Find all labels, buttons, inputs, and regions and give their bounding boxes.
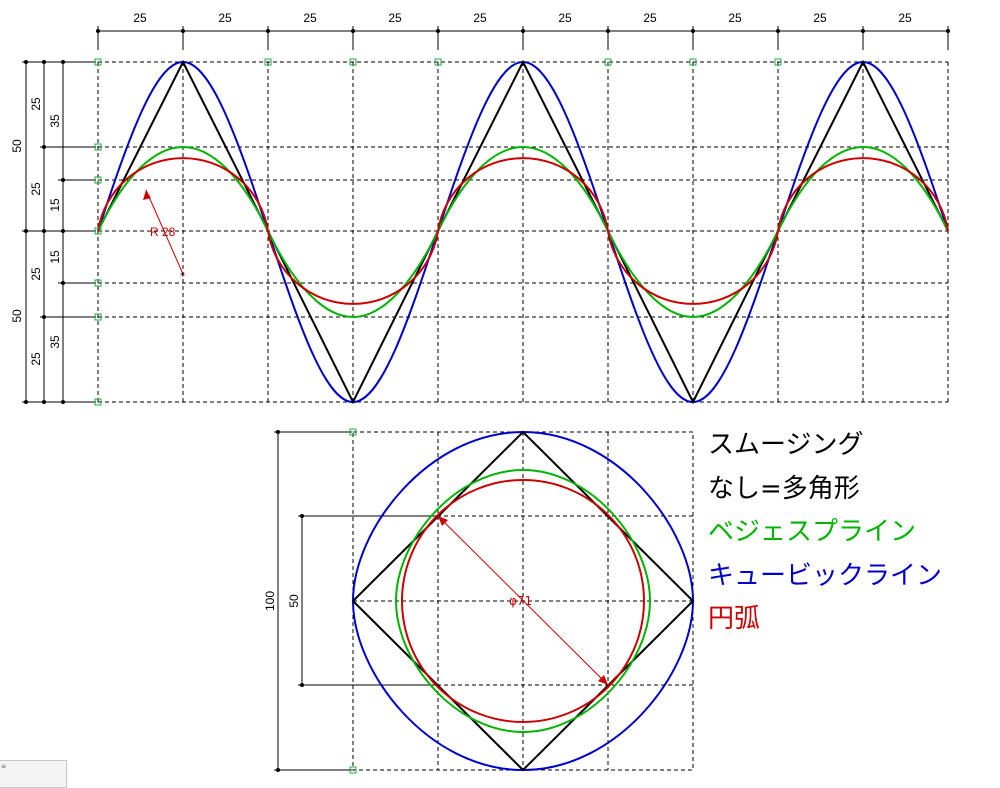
top-dimension-chain: 25 25 25 25 25 25 25 25 25 25 (96, 11, 950, 50)
top-dim-9: 25 (813, 11, 827, 25)
legend-none: なし=多角形 (708, 473, 860, 504)
marker-square (434, 58, 442, 66)
marker-square (689, 58, 697, 66)
polygon-shape (351, 430, 695, 772)
left-dim-inner-4: 35 (48, 335, 62, 349)
radius-label: R 28 (150, 225, 176, 239)
legend-cubic: キュービックライン (708, 560, 943, 591)
left-dim-inner-1: 35 (48, 114, 62, 128)
bottom-dimension-dots (276, 430, 304, 772)
marker-square (94, 227, 102, 235)
left-dim-inner-3: 15 (48, 250, 62, 264)
bezier-spline-wave (97, 145, 949, 319)
marker-square (349, 766, 357, 774)
arc-shape (401, 479, 645, 723)
arc-wave (97, 157, 949, 305)
legend-bezier: ベジェスプライン (708, 517, 917, 547)
top-dim-5: 25 (473, 11, 487, 25)
diameter-label: φ71 (509, 594, 532, 608)
marker-square (349, 428, 357, 436)
marker-square (349, 58, 357, 66)
marker-square (264, 58, 272, 66)
corner-glyph: ≤ (1, 763, 7, 770)
left-dim-mid-4: 25 (29, 352, 43, 366)
corner-panel[interactable]: ≤ (0, 760, 67, 788)
top-dim-4: 25 (388, 11, 402, 25)
top-dim-7: 25 (643, 11, 657, 25)
radius-annotation: R 28 * (143, 189, 185, 282)
marker-square (94, 313, 102, 321)
left-dimension-chains (22, 61, 96, 403)
left-dimension-dots (24, 60, 65, 404)
marker-square (94, 143, 102, 151)
bottom-dim-outer: 100 (263, 591, 277, 611)
top-dim-1: 25 (133, 11, 147, 25)
left-dim-outer-1: 50 (10, 139, 24, 153)
left-dimension-labels: 50 50 25 25 25 25 35 15 15 35 (10, 97, 62, 366)
left-dim-mid-2: 25 (29, 182, 43, 196)
marker-square (94, 279, 102, 287)
marker-square (604, 58, 612, 66)
marker-square (94, 58, 102, 66)
bottom-markers (349, 428, 357, 774)
arc-center-mark: * (180, 271, 185, 282)
left-dim-inner-2: 15 (48, 198, 62, 212)
left-dim-mid-3: 25 (29, 267, 43, 281)
top-dim-3: 25 (303, 11, 317, 25)
left-dim-outer-2: 50 (10, 309, 24, 323)
marker-square (94, 176, 102, 184)
marker-square (94, 398, 102, 406)
top-dim-6: 25 (558, 11, 572, 25)
bottom-dim-inner: 50 (287, 594, 301, 608)
smoothing-legend: スムージング なし=多角形 ベジェスプライン キュービックライン 円弧 (708, 424, 942, 642)
marker-square (774, 58, 782, 66)
legend-title: スムージング (708, 430, 864, 460)
left-dim-mid-1: 25 (29, 97, 43, 111)
polygon-wave (97, 59, 949, 405)
top-dim-10: 25 (898, 11, 912, 25)
top-dim-2: 25 (218, 11, 232, 25)
bezier-spline-shape (394, 468, 652, 734)
top-dim-8: 25 (728, 11, 742, 25)
legend-arc: 円弧 (708, 604, 761, 634)
control-point-markers (94, 58, 782, 406)
diameter-annotation: φ71 (437, 515, 609, 686)
